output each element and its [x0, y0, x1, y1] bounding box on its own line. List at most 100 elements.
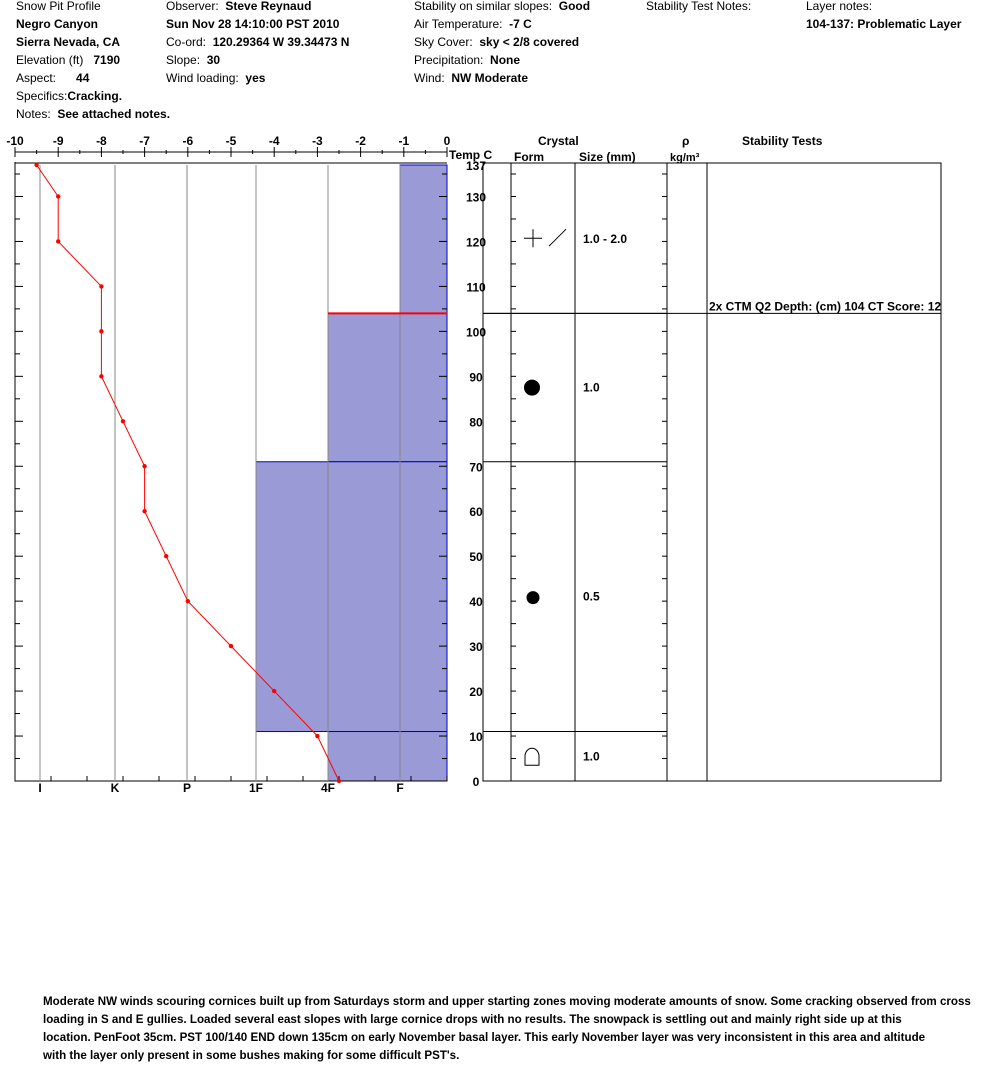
temp-tick-label: -8: [96, 134, 107, 148]
rounded-grain-icon: [524, 379, 540, 396]
temp-tick-label: -6: [182, 134, 193, 148]
depth-tick-label: 50: [469, 550, 483, 564]
temp-tick-label: -9: [53, 134, 64, 148]
depth-tick-label: 20: [469, 685, 483, 699]
temperature-point: [120, 419, 126, 424]
temperature-point: [272, 688, 277, 694]
temp-tick-label: -2: [355, 134, 366, 148]
date: Sun Nov 28 14:10:00 PST 2010: [166, 17, 340, 31]
temperature-point: [185, 598, 190, 604]
form-header: Form: [514, 150, 544, 164]
depth-tick-label: 130: [466, 190, 486, 204]
sky-label: Sky Cover:: [414, 35, 473, 49]
observer: Steve Reynaud: [225, 0, 312, 13]
coord-label: Co-ord:: [166, 35, 207, 49]
sky: sky < 2/8 covered: [479, 35, 580, 49]
temperature-point: [56, 194, 61, 199]
crystal-form-rounded-small-icon: [526, 591, 540, 605]
temperature-point: [164, 553, 169, 559]
hardness-tick-label: P: [183, 781, 191, 795]
slope-label: Slope:: [166, 53, 201, 67]
stability-test-result: 2x CTM Q2 Depth: (cm) 104 CT Score: 12: [709, 299, 941, 313]
stability-tests-header: Stability Tests: [742, 134, 823, 148]
coord: 120.29364 W 39.34473 N: [212, 35, 350, 49]
wind: NW Moderate: [451, 71, 529, 85]
wind-label: Wind:: [414, 71, 445, 85]
temp-tick-label: -7: [139, 134, 150, 148]
wind-loading: yes: [245, 71, 266, 85]
temp-tick-label: -3: [312, 134, 323, 148]
temp-tick-label: 0: [444, 134, 451, 148]
notes-label: Notes:: [16, 107, 51, 121]
rho-unit-header: kg/m³: [670, 152, 700, 164]
temperature-point: [315, 733, 320, 739]
profile-chart: Crystal Form Size (mm) ρ kg/m³ Stability…: [6, 134, 942, 795]
layer-table-frame: [482, 162, 942, 782]
crystal-form-rounded-large-icon: [524, 379, 540, 396]
notes-line: location. PenFoot 35cm. PST 100/140 END …: [43, 1031, 926, 1044]
depth-tick-label: 120: [466, 235, 486, 249]
location: Negro Canyon: [16, 17, 99, 31]
depth-tick-label: 70: [469, 460, 483, 474]
precip-label: Precipitation:: [414, 53, 484, 67]
crystal-size: 1.0: [583, 381, 600, 395]
observer-label: Observer:: [166, 0, 219, 13]
hardness-tick-label: 1F: [249, 781, 263, 795]
depth-tick-label: 40: [469, 595, 483, 609]
temperature-point: [228, 643, 234, 649]
hardness-layer-bar: [255, 461, 448, 733]
depth-tick-label: 10: [469, 730, 483, 744]
depth-hoar-icon: [524, 747, 540, 766]
layer-notes-label: Layer notes:: [806, 0, 873, 13]
rho-header: ρ: [682, 134, 689, 148]
temperature-point: [99, 329, 104, 334]
region: Sierra Nevada, CA: [16, 35, 121, 49]
depth-tick-label: 110: [466, 280, 486, 294]
notes-line: loading in S and E gullies. Loaded sever…: [43, 1013, 902, 1026]
precip-fragments-icon: [524, 228, 567, 248]
title: Snow Pit Profile: [16, 0, 101, 13]
notes: See attached notes.: [57, 107, 171, 121]
notes-text: Moderate NW winds scouring cornices buil…: [43, 993, 994, 1065]
stability-notes-label: Stability Test Notes:: [646, 0, 752, 13]
specifics-label: Specifics:: [16, 89, 68, 103]
elevation: 7190: [93, 53, 121, 67]
wind-loading-label: Wind loading:: [166, 71, 239, 85]
temp-tick-label: -4: [269, 134, 280, 148]
crystal-size: 0.5: [583, 590, 600, 604]
specifics: Cracking.: [67, 89, 123, 103]
precip: None: [490, 53, 521, 67]
temperature-point: [99, 374, 104, 379]
temperature-point: [34, 162, 39, 168]
temperature-point: [142, 464, 147, 469]
crystal-header: Crystal: [538, 134, 579, 148]
air-temp-label: Air Temperature:: [414, 17, 503, 31]
temperature-point: [142, 509, 147, 514]
slope: 30: [206, 53, 221, 67]
depth-tick-label: 80: [469, 415, 483, 429]
temperature-point: [99, 284, 104, 289]
hardness-tick-label: I: [38, 781, 41, 795]
temperature-point: [56, 239, 61, 244]
crystal-size: 1.0: [583, 749, 600, 763]
temp-axis-label: Temp C: [449, 148, 492, 162]
air-temp: -7 C: [509, 17, 532, 31]
aspect-label: Aspect:: [16, 71, 57, 85]
rounded-grain-icon: [526, 591, 540, 605]
stability-label: Stability on similar slopes:: [414, 0, 553, 13]
hardness-tick-label: 4F: [321, 781, 335, 795]
depth-tick-label: 0: [473, 775, 480, 789]
stability: Good: [558, 0, 591, 13]
crystal-size: 1.0 - 2.0: [583, 232, 627, 246]
depth-tick-label: 60: [469, 505, 483, 519]
temp-tick-label: -10: [6, 134, 24, 148]
depth-tick-label: 30: [469, 640, 483, 654]
hardness-layer-bar: [399, 164, 448, 314]
crystal-form-precip-fragments-icon: [524, 228, 567, 248]
notes-line: Moderate NW winds scouring cornices buil…: [43, 995, 971, 1008]
elevation-label: Elevation (ft): [16, 53, 84, 67]
aspect: 44: [76, 71, 90, 85]
temp-tick-label: -5: [226, 134, 237, 148]
size-header: Size (mm): [579, 150, 636, 164]
